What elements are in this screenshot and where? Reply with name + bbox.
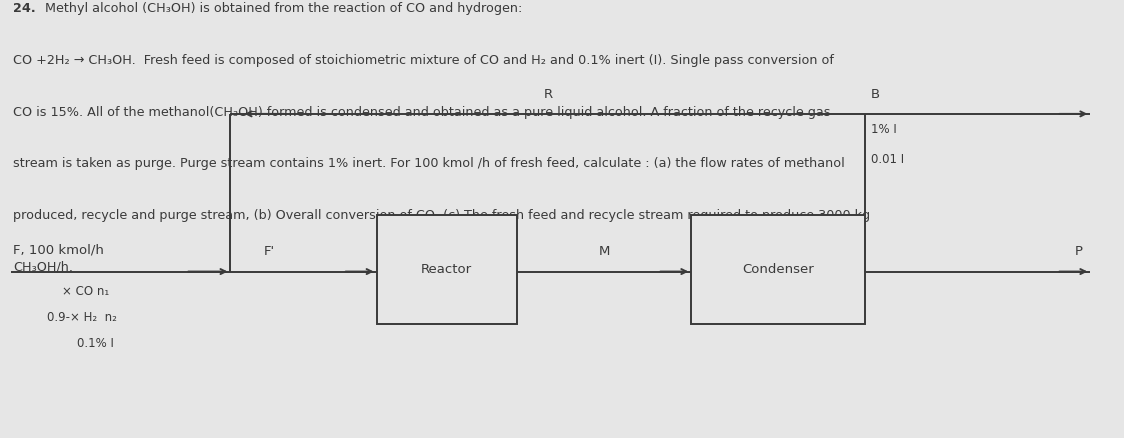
Text: Methyl alcohol (CH₃OH) is obtained from the reaction of CO and hydrogen:: Methyl alcohol (CH₃OH) is obtained from … — [45, 2, 523, 15]
Text: stream is taken as purge. Purge stream contains 1% inert. For 100 kmol /h of fre: stream is taken as purge. Purge stream c… — [13, 157, 845, 170]
Text: 0.9-× H₂  n₂: 0.9-× H₂ n₂ — [47, 311, 117, 324]
Text: 24.: 24. — [13, 2, 36, 15]
Text: Condenser: Condenser — [743, 263, 814, 276]
Text: F, 100 kmol/h: F, 100 kmol/h — [13, 243, 105, 256]
Text: 0.1% I: 0.1% I — [62, 337, 114, 350]
Text: CO is 15%. All of the methanol(CH₃OH) formed is condensed and obtained as a pure: CO is 15%. All of the methanol(CH₃OH) fo… — [13, 106, 831, 119]
FancyBboxPatch shape — [691, 215, 865, 324]
Text: 0.01 I: 0.01 I — [871, 153, 904, 166]
Text: Reactor: Reactor — [422, 263, 472, 276]
Text: B: B — [871, 88, 880, 101]
Text: CH₃OH/h.: CH₃OH/h. — [13, 261, 73, 274]
Text: P: P — [1075, 245, 1084, 258]
Text: F': F' — [264, 245, 275, 258]
Text: × CO n₁: × CO n₁ — [62, 285, 109, 298]
Text: produced, recycle and purge stream, (b) Overall conversion of CO, (c) The fresh : produced, recycle and purge stream, (b) … — [13, 209, 871, 222]
FancyBboxPatch shape — [377, 215, 517, 324]
Text: R: R — [543, 88, 553, 101]
Text: 1% I: 1% I — [871, 123, 897, 136]
Text: CO +2H₂ → CH₃OH.  Fresh feed is composed of stoichiometric mixture of CO and H₂ : CO +2H₂ → CH₃OH. Fresh feed is composed … — [13, 54, 834, 67]
Text: M: M — [598, 245, 610, 258]
